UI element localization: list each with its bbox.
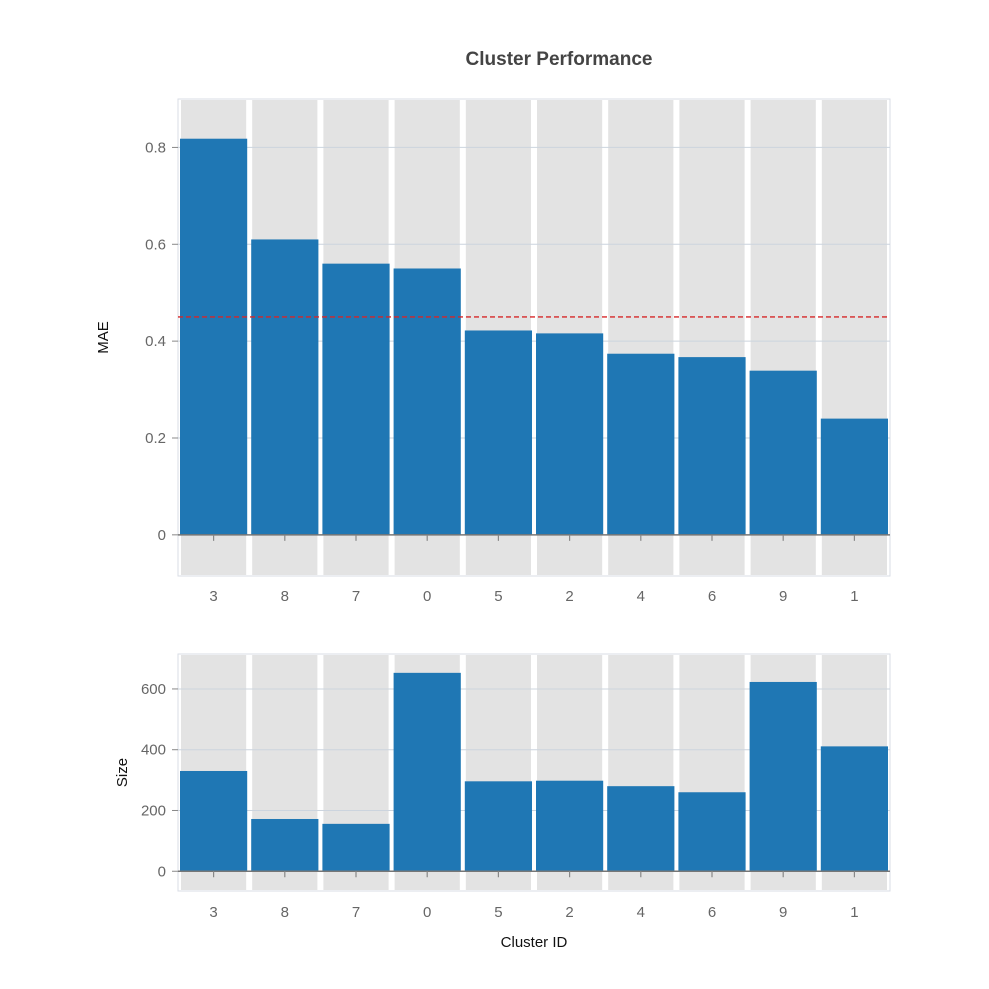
size-y-axis-title: Size bbox=[114, 758, 131, 787]
size-bar-2 bbox=[536, 780, 604, 872]
mae-xtick-label-8: 8 bbox=[281, 588, 289, 605]
mae-bar-4 bbox=[607, 353, 675, 535]
size-bar-7 bbox=[322, 823, 390, 872]
size-bar-3 bbox=[180, 770, 248, 872]
size-xtick-label-8: 8 bbox=[281, 904, 289, 921]
size-bar-1 bbox=[820, 746, 888, 872]
size-bar-5 bbox=[464, 781, 532, 872]
mae-bar-9 bbox=[749, 370, 817, 535]
mae-ytick-label-3: 0.6 bbox=[145, 236, 166, 253]
size-xtick-label-4: 4 bbox=[637, 904, 645, 921]
size-xtick-label-0: 0 bbox=[423, 904, 431, 921]
size-bar-4 bbox=[607, 786, 675, 872]
mae-panel: 3 8 7 0 5 2 4 6 9 1 0 0.2 0.4 0.6 0.8 MAE bbox=[95, 98, 891, 605]
size-ytick-label-1: 200 bbox=[141, 802, 166, 819]
mae-bar-0 bbox=[393, 268, 461, 535]
mae-ytick-label-0: 0 bbox=[158, 527, 166, 544]
mae-bar-5 bbox=[464, 330, 532, 535]
size-xtick-label-5: 5 bbox=[494, 904, 502, 921]
size-xtick-label-3: 3 bbox=[209, 904, 217, 921]
size-ytick-label-0: 0 bbox=[158, 863, 166, 880]
mae-ytick-label-2: 0.4 bbox=[145, 333, 166, 350]
mae-bar-8 bbox=[251, 239, 319, 535]
mae-xtick-label-9: 9 bbox=[779, 588, 787, 605]
mae-bar-6 bbox=[678, 357, 746, 535]
mae-y-axis-title: MAE bbox=[95, 321, 112, 354]
mae-xtick-label-7: 7 bbox=[352, 588, 360, 605]
mae-ytick-label-1: 0.2 bbox=[145, 430, 166, 447]
chart-title: Cluster Performance bbox=[466, 49, 653, 70]
x-axis-title: Cluster ID bbox=[501, 934, 568, 951]
mae-bar-7 bbox=[322, 263, 390, 535]
size-panel: 3 8 7 0 5 2 4 6 9 1 0 200 400 600 Size bbox=[114, 653, 891, 921]
size-xtick-label-2: 2 bbox=[565, 904, 573, 921]
size-bar-0 bbox=[393, 672, 461, 872]
size-bar-6 bbox=[678, 792, 746, 872]
size-xtick-label-6: 6 bbox=[708, 904, 716, 921]
mae-xtick-label-1: 1 bbox=[850, 588, 858, 605]
mae-ytick-label-4: 0.8 bbox=[145, 139, 166, 156]
size-ytick-label-3: 600 bbox=[141, 681, 166, 698]
mae-xtick-label-6: 6 bbox=[708, 588, 716, 605]
mae-xtick-label-3: 3 bbox=[209, 588, 217, 605]
mae-xtick-label-2: 2 bbox=[565, 588, 573, 605]
mae-bar-1 bbox=[820, 418, 888, 535]
mae-xtick-label-5: 5 bbox=[494, 588, 502, 605]
mae-xtick-label-4: 4 bbox=[637, 588, 645, 605]
mae-xtick-label-0: 0 bbox=[423, 588, 431, 605]
size-ytick-label-2: 400 bbox=[141, 742, 166, 759]
size-xtick-label-7: 7 bbox=[352, 904, 360, 921]
size-xtick-label-9: 9 bbox=[779, 904, 787, 921]
mae-bar-3 bbox=[180, 138, 248, 535]
mae-bar-2 bbox=[536, 333, 604, 535]
size-bar-9 bbox=[749, 681, 817, 872]
size-xtick-label-1: 1 bbox=[850, 904, 858, 921]
size-bar-8 bbox=[251, 818, 319, 872]
